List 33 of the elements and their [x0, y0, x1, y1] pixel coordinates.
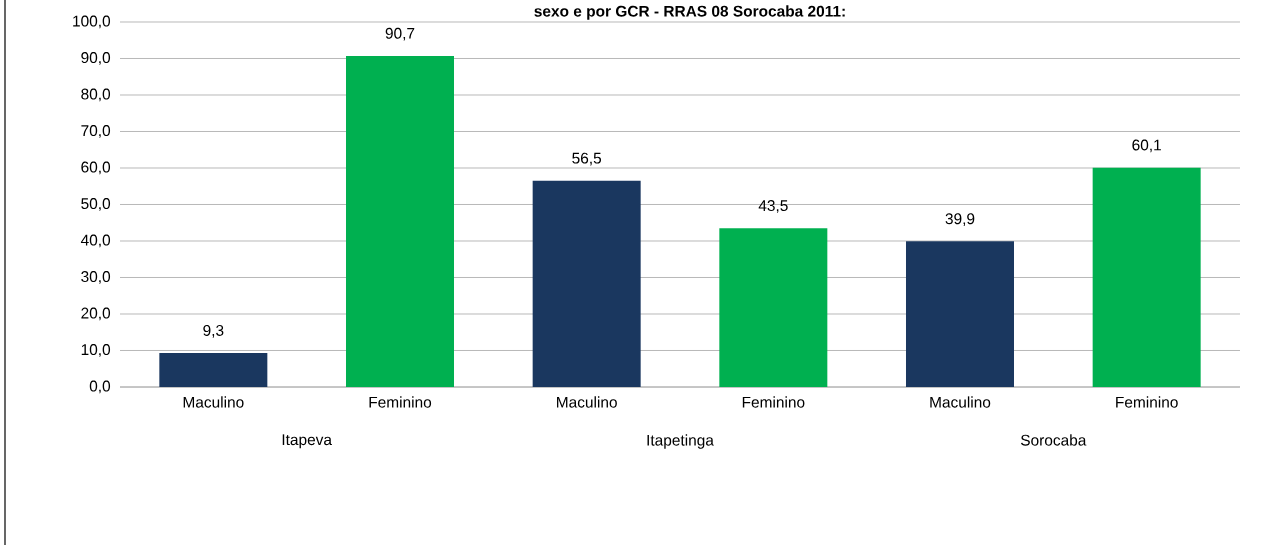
- y-tick-label: 100,0: [73, 15, 111, 29]
- y-tick-label: 20,0: [81, 307, 111, 321]
- data-label: 90,7: [385, 27, 415, 41]
- data-label: 43,5: [758, 200, 788, 213]
- y-tick-label: 40,0: [80, 234, 111, 248]
- y-tick-label: 0,0: [89, 380, 111, 394]
- y-tick-label: 90,0: [81, 52, 111, 65]
- bar: [346, 55, 454, 387]
- data-label: 60,1: [1132, 139, 1161, 153]
- bar: [1092, 167, 1201, 387]
- chart-title: sexo e por GCR - RRAS 08 Sorocaba 2011:: [534, 5, 845, 20]
- y-tick-label: 60,0: [81, 161, 111, 175]
- y-tick-label: 80,0: [81, 88, 111, 102]
- x-tick-label: Maculino: [930, 396, 991, 408]
- y-tick-label: 10,0: [81, 344, 111, 357]
- y-tick-label: 30,0: [81, 271, 111, 284]
- bar: [532, 180, 641, 387]
- bar: [905, 241, 1014, 387]
- x-tick-label: Maculino: [183, 396, 244, 408]
- x-tick-label: Feminino: [369, 396, 432, 408]
- x-tick-label: Feminino: [1116, 396, 1178, 408]
- data-label: 56,5: [572, 152, 602, 166]
- bar: [159, 353, 268, 387]
- bar: [719, 228, 828, 387]
- text: Itapeva: [282, 434, 332, 449]
- x-tick-label: Feminino: [742, 396, 805, 408]
- text: Itapetinga: [647, 434, 714, 449]
- y-tick-label: 50,0: [81, 198, 111, 211]
- data-label: 9,3: [203, 324, 224, 338]
- x-tick-label: Maculino: [557, 396, 617, 408]
- text: Sorocaba: [1020, 434, 1087, 446]
- y-tick-label: 70,0: [81, 125, 111, 138]
- data-label: 39,9: [945, 213, 975, 227]
